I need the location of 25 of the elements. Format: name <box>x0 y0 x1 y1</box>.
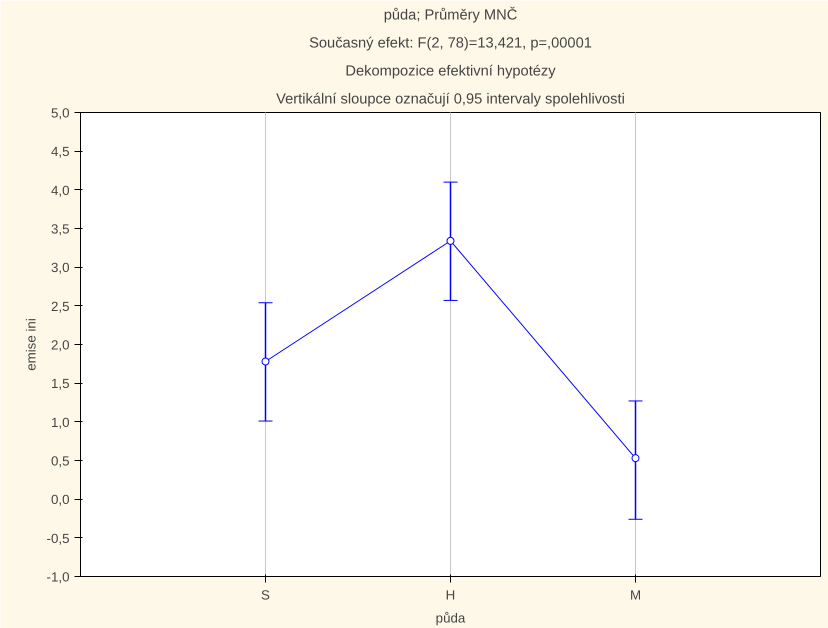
point <box>632 454 640 462</box>
y-tick-label: 5,0 <box>50 106 70 120</box>
point <box>446 236 454 245</box>
x-axis-title: půda <box>436 610 466 626</box>
y-tick-label: 1,0 <box>50 414 70 430</box>
y-tick-label: 2,0 <box>50 338 70 352</box>
y-tick-label: 4,0 <box>50 182 70 198</box>
x-tick-label: M <box>630 588 642 602</box>
y-tick-label: 3,0 <box>50 260 70 276</box>
x-tick-label: S <box>261 588 270 602</box>
y-tick-label: -1,0 <box>46 570 70 584</box>
y-axis-title: emise ini <box>24 318 39 371</box>
text: Dekompozice efektivní hypotézy <box>345 64 556 80</box>
text: Vertikální sloupce označují 0,95 intervaly spolehlivosti <box>276 92 625 108</box>
y-tick-label: 0,0 <box>50 492 70 508</box>
y-tick-label: 2,5 <box>50 298 70 314</box>
x-tick-label: H <box>446 588 456 602</box>
y-tick-label: 4,5 <box>50 144 70 160</box>
y-tick-label: 3,5 <box>50 222 70 236</box>
point <box>262 358 270 366</box>
chart-title: půda; Průměry MNČ <box>384 6 518 24</box>
y-tick-label: 1,5 <box>50 376 70 392</box>
chart-subtitle: Současný efekt: F(2, 78)=13,421, p=,00001 <box>309 36 592 52</box>
y-tick-label: -0,5 <box>46 530 70 546</box>
y-tick-label: 0,5 <box>50 454 70 468</box>
